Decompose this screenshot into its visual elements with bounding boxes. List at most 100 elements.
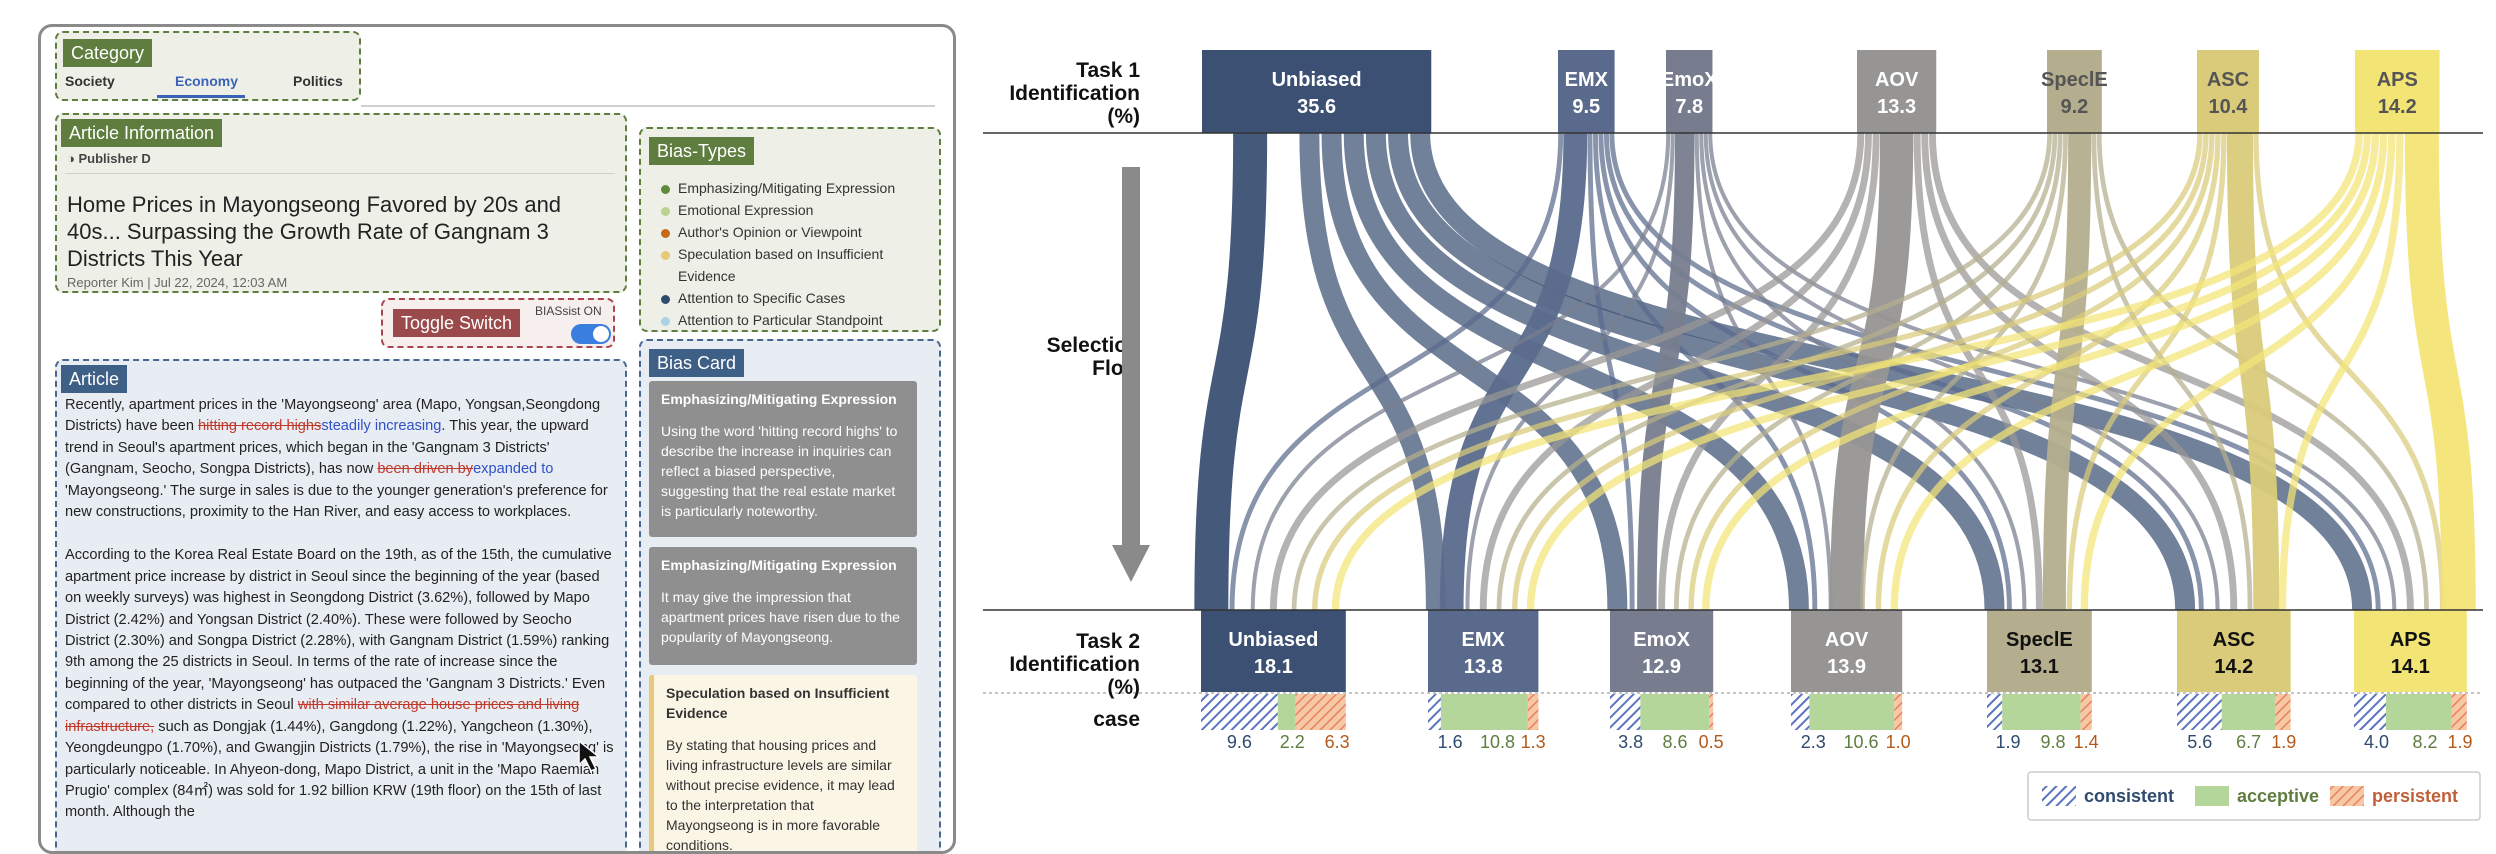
task2-node-emox: [1610, 610, 1714, 692]
case-persistent-bar: [2080, 694, 2092, 730]
article-text: Seongdong Districts) have been: [65, 397, 601, 435]
info-divider: [65, 173, 615, 174]
bias-type-item: Attention to Specific Cases: [661, 287, 895, 309]
case-value-label: 1.9: [2271, 732, 2296, 752]
task1-node-value: 35.6: [1297, 96, 1336, 118]
bias-type-label: Speculation based on Insufficient: [678, 246, 884, 262]
task1-axis-label: Identification: [1009, 82, 1140, 105]
case-consistent-bar: [1610, 694, 1641, 730]
flow-ribbon: [1194, 132, 1268, 611]
bias-type-item: Speculation based on Insufficient: [661, 243, 895, 265]
flow-ribbon: [2253, 132, 2446, 611]
case-consistent-bar: [2354, 694, 2386, 730]
tab-society[interactable]: Society: [65, 73, 115, 89]
nodes: Unbiased 35.6 EMX 9.5 EmoX 7.8 AOV 13.3 SpeclE 9.…: [1201, 50, 2473, 752]
case-value-label: 1.9: [2448, 732, 2473, 752]
article-info-panel: Article Information ◑ Publisher D Home P…: [55, 113, 627, 293]
struck-phrase: hitting record highs: [198, 418, 322, 435]
task1-axis-label: Task 1: [1076, 59, 1140, 82]
task1-axis-label: (%): [1107, 105, 1140, 128]
task1-node-value: 9.2: [2060, 96, 2088, 118]
case-acceptive-bar: [1440, 694, 1528, 730]
bias-types-panel: Bias-Types Emphasizing/Mitigating Expres…: [639, 127, 941, 332]
task2-node-label: EMX: [1462, 629, 1506, 651]
bias-card-3-body: By stating that housing prices and livin…: [666, 737, 895, 853]
flow-ribbon: [2404, 132, 2476, 611]
task2-node-label: ASC: [2213, 629, 2255, 651]
toggle-caption: BIASsist ON: [535, 304, 602, 318]
flow-arrow-shaft: [1122, 167, 1140, 547]
case-acceptive-bar: [2386, 694, 2452, 730]
publisher-name: Publisher D: [78, 151, 151, 166]
flow-ribbon: [1913, 132, 2043, 611]
tab-economy[interactable]: Economy: [175, 73, 239, 89]
case-value-label: 4.0: [2364, 732, 2389, 752]
bias-toggle[interactable]: [571, 324, 611, 344]
task2-node-unbiased: [1201, 610, 1346, 692]
task2-node-value: 14.1: [2391, 656, 2430, 678]
bias-card-3[interactable]: Speculation based on Insufficient Eviden…: [649, 675, 917, 853]
task1-node-aps: [2355, 50, 2440, 133]
case-value-label: 1.9: [1995, 732, 2020, 752]
bias-type-item: Author's Opinion or Viewpoint: [661, 221, 895, 243]
bias-type-item: Emphasizing/Mitigating Expression: [661, 177, 895, 199]
headline-line-2: 40s... Surpassing the Growth Rate of Gan…: [67, 219, 549, 244]
task1-node-label: ASC: [2207, 69, 2249, 91]
flow-ribbon: [1587, 132, 1635, 611]
flow-ribbon: [1410, 132, 2373, 611]
bias-type-dot-icon: [661, 250, 670, 260]
task1-node-label: EMX: [1565, 69, 1609, 91]
flow-ribbon: [2091, 132, 2253, 611]
publisher-icon: ◑: [67, 151, 79, 166]
flow-ribbon: [1921, 132, 2238, 611]
flow-ribbon: [1250, 132, 1671, 611]
task1-node-label: APS: [2377, 69, 2418, 91]
flow-ribbon: [2080, 132, 2396, 611]
task2-node-label: EmoX: [1633, 629, 1690, 651]
flow-ribbon: [1299, 132, 1446, 611]
case-consistent-bar: [2177, 694, 2222, 730]
row-labels: Task 1Identification(%)SelectionFlowTask…: [983, 59, 2483, 731]
bias-type-dot-icon: [661, 184, 670, 194]
legend-swatch: [2042, 786, 2076, 806]
case-persistent-bar: [1527, 694, 1539, 730]
category-title: Category: [63, 39, 153, 67]
case-persistent-bar: [2275, 694, 2291, 730]
task1-node-unbiased: [1202, 50, 1432, 133]
case-acceptive-bar: [1809, 694, 1895, 730]
category-panel: Category Society Economy Politics: [55, 31, 361, 101]
task2-node-value: 13.1: [2020, 656, 2059, 678]
bias-card-2[interactable]: Emphasizing/Mitigating Expression It may…: [649, 547, 917, 665]
byline: Reporter Kim | Jul 22, 2024, 12:03 AM: [67, 275, 288, 290]
case-value-label: 8.2: [2413, 732, 2438, 752]
tab-politics[interactable]: Politics: [293, 73, 343, 89]
active-tab-indicator: [157, 95, 245, 98]
flow-ribbon: [1609, 132, 2381, 611]
bias-type-dot-icon: [661, 294, 670, 304]
bias-card-1[interactable]: Emphasizing/Mitigating Expression Using …: [649, 381, 917, 537]
task1-node-asc: [2197, 50, 2259, 133]
bias-type-dot-icon: [661, 228, 670, 238]
case-value-label: 1.4: [2074, 732, 2099, 752]
task2-axis-label: Identification: [1009, 653, 1140, 676]
headline: Home Prices in Mayongseong Favored by 20…: [67, 191, 561, 272]
bias-card-3-title: Speculation based on Insufficient Eviden…: [666, 685, 890, 721]
article-info-title: Article Information: [61, 119, 223, 147]
bias-type-label: Author's Opinion or Viewpoint: [678, 224, 862, 240]
task1-node-label: EmoX: [1661, 69, 1718, 91]
flow-ribbon: [1269, 132, 1865, 611]
legend-swatch: [2330, 786, 2364, 806]
task1-node-value: 7.8: [1675, 96, 1703, 118]
flow-ribbon: [1598, 132, 2012, 611]
selection-flow-label: Selection: [1047, 334, 1140, 357]
article-paragraph-1: Recently, apartment prices in the 'Mayon…: [65, 395, 615, 523]
toggle-knob: [593, 326, 609, 342]
case-acceptive-bar: [2002, 694, 2081, 730]
case-consistent-bar: [1791, 694, 1810, 730]
flow-ribbon: [2278, 132, 2404, 611]
toggle-panel: Toggle Switch BIASsist ON: [381, 298, 615, 348]
article-text: According to the Korea Real Estate Board…: [65, 547, 612, 714]
struck-phrase: with similar average house prices and li…: [65, 697, 580, 735]
task1-node-value: 14.2: [2378, 96, 2417, 118]
bias-type-label: Attention to Specific Cases: [678, 290, 846, 306]
